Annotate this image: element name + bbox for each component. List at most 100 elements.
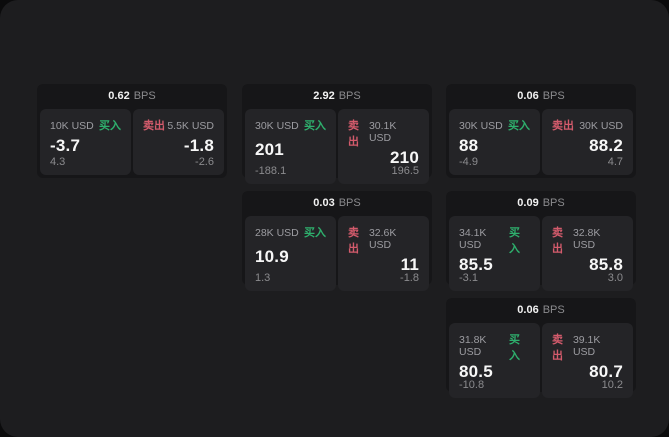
buy-change: 4.3 xyxy=(50,156,66,168)
buy-amount: 28K USD xyxy=(255,227,299,239)
quote-card-body: 30K USD 买入 201 -188.1 卖出 30.1K USD 210 1… xyxy=(242,109,432,187)
buy-change: 1.3 xyxy=(255,272,271,284)
quote-card: 0.03 BPS 28K USD 买入 10.9 1.3 卖出 32.6K USD… xyxy=(242,191,432,291)
sell-label: 卖出 xyxy=(348,120,359,148)
buy-price: 10.9 xyxy=(255,247,289,266)
sell-price: 210 xyxy=(390,148,419,167)
bps-value: 0.06 xyxy=(517,304,539,316)
bps-unit: BPS xyxy=(542,304,565,316)
quote-card: 0.06 BPS 30K USD 买入 88 -4.9 卖出 30K USD 88… xyxy=(446,84,636,178)
sell-label: 卖出 xyxy=(348,227,359,255)
sell-label: 卖出 xyxy=(552,227,563,255)
sell-price: -1.8 xyxy=(183,135,214,155)
buy-change: -3.1 xyxy=(459,272,478,284)
bps-value: 0.03 xyxy=(313,197,335,209)
bps-header: 2.92 BPS xyxy=(242,84,432,109)
buy-change: -10.8 xyxy=(459,379,485,391)
sell-amount: 30K USD xyxy=(579,120,623,132)
sell-amount: 5.5K USD xyxy=(167,120,214,132)
buy-panel-top: 31.8K USD 买入 xyxy=(459,331,530,363)
bps-header: 0.06 BPS xyxy=(446,84,636,109)
buy-label: 买入 xyxy=(508,120,530,132)
sell-amount: 39.1K USD xyxy=(572,334,601,358)
bps-unit: BPS xyxy=(338,197,361,209)
sell-label: 卖出 xyxy=(143,120,165,132)
sell-label: 卖出 xyxy=(552,334,563,362)
sell-panel[interactable]: 卖出 30.1K USD 210 196.5 xyxy=(338,109,429,184)
sell-panel-top: 卖出 39.1K USD xyxy=(552,331,623,363)
sell-panel[interactable]: 卖出 30K USD 88.2 4.7 xyxy=(542,109,633,175)
bps-unit: BPS xyxy=(338,90,361,102)
sell-change: 10.2 xyxy=(601,379,623,391)
buy-label: 买入 xyxy=(509,227,521,255)
buy-label: 买入 xyxy=(304,227,326,239)
buy-panel-top: 30K USD 买入 xyxy=(459,117,530,133)
sell-price: 85.8 xyxy=(589,255,623,274)
buy-amount: 30K USD xyxy=(459,120,503,132)
sell-label: 卖出 xyxy=(552,120,574,132)
buy-panel[interactable]: 31.8K USD 买入 80.5 -10.8 xyxy=(449,323,540,398)
bps-header: 0.03 BPS xyxy=(242,191,432,216)
buy-price: 201 xyxy=(255,140,284,159)
bps-value: 0.06 xyxy=(517,90,539,102)
buy-price: 88 xyxy=(459,135,479,155)
buy-price: 80.5 xyxy=(459,362,493,381)
buy-panel-top: 34.1K USD 买入 xyxy=(459,224,530,256)
sell-panel-top: 卖出 32.6K USD xyxy=(348,224,419,256)
buy-change: -188.1 xyxy=(255,165,287,177)
bps-value: 0.09 xyxy=(517,197,539,209)
sell-amount: 32.6K USD xyxy=(368,227,397,251)
sell-panel-top: 卖出 32.8K USD xyxy=(552,224,623,256)
quote-card-body: 30K USD 买入 88 -4.9 卖出 30K USD 88.2 4.7 xyxy=(446,109,636,178)
sell-change: 196.5 xyxy=(391,165,419,177)
buy-amount: 34.1K USD xyxy=(459,227,487,251)
sell-panel-top: 卖出 5.5K USD xyxy=(143,117,214,133)
buy-label: 买入 xyxy=(304,120,326,132)
sell-change: -2.6 xyxy=(195,156,214,168)
bps-header: 0.62 BPS xyxy=(37,84,227,109)
quote-card: 0.09 BPS 34.1K USD 买入 85.5 -3.1 卖出 32.8K … xyxy=(446,191,636,291)
buy-panel-top: 10K USD 买入 xyxy=(50,117,121,133)
buy-amount: 10K USD xyxy=(50,120,94,132)
sell-change: 4.7 xyxy=(607,156,623,168)
quote-card-body: 34.1K USD 买入 85.5 -3.1 卖出 32.8K USD 85.8… xyxy=(446,216,636,294)
sell-panel[interactable]: 卖出 32.6K USD 11 -1.8 xyxy=(338,216,429,291)
quote-card: 2.92 BPS 30K USD 买入 201 -188.1 卖出 30.1K U… xyxy=(242,84,432,184)
bps-header: 0.09 BPS xyxy=(446,191,636,216)
buy-amount: 30K USD xyxy=(255,120,299,132)
buy-panel[interactable]: 30K USD 买入 201 -188.1 xyxy=(245,109,336,184)
buy-label: 买入 xyxy=(99,120,121,132)
quote-card-body: 28K USD 买入 10.9 1.3 卖出 32.6K USD 11 -1.8 xyxy=(242,216,432,294)
buy-price: -3.7 xyxy=(50,135,81,155)
sell-panel[interactable]: 卖出 39.1K USD 80.7 10.2 xyxy=(542,323,633,398)
sell-amount: 30.1K USD xyxy=(368,120,397,144)
sell-panel[interactable]: 卖出 32.8K USD 85.8 3.0 xyxy=(542,216,633,291)
sell-panel-top: 卖出 30K USD xyxy=(552,117,623,133)
quote-card: 0.62 BPS 10K USD 买入 -3.7 4.3 卖出 5.5K USD … xyxy=(37,84,227,178)
buy-change: -4.9 xyxy=(459,156,478,168)
sell-panel-top: 卖出 30.1K USD xyxy=(348,117,419,149)
sell-change: -1.8 xyxy=(400,272,419,284)
buy-panel[interactable]: 28K USD 买入 10.9 1.3 xyxy=(245,216,336,291)
buy-panel-top: 28K USD 买入 xyxy=(255,224,326,240)
sell-price: 88.2 xyxy=(589,135,623,155)
buy-price: 85.5 xyxy=(459,255,493,274)
bps-value: 0.62 xyxy=(108,90,130,102)
bps-value: 2.92 xyxy=(313,90,335,102)
quote-card-body: 31.8K USD 买入 80.5 -10.8 卖出 39.1K USD 80.… xyxy=(446,323,636,401)
sell-price: 80.7 xyxy=(589,362,623,381)
buy-label: 买入 xyxy=(509,334,521,362)
bps-unit: BPS xyxy=(133,90,156,102)
buy-panel[interactable]: 34.1K USD 买入 85.5 -3.1 xyxy=(449,216,540,291)
sell-price: 11 xyxy=(400,255,419,274)
buy-panel[interactable]: 10K USD 买入 -3.7 4.3 xyxy=(40,109,131,175)
quote-card-body: 10K USD 买入 -3.7 4.3 卖出 5.5K USD -1.8 -2.… xyxy=(37,109,227,178)
quote-card: 0.06 BPS 31.8K USD 买入 80.5 -10.8 卖出 39.1K… xyxy=(446,298,636,398)
bps-unit: BPS xyxy=(542,90,565,102)
sell-panel[interactable]: 卖出 5.5K USD -1.8 -2.6 xyxy=(133,109,224,175)
sell-amount: 32.8K USD xyxy=(572,227,601,251)
buy-panel-top: 30K USD 买入 xyxy=(255,117,326,133)
bps-header: 0.06 BPS xyxy=(446,298,636,323)
buy-panel[interactable]: 30K USD 买入 88 -4.9 xyxy=(449,109,540,175)
